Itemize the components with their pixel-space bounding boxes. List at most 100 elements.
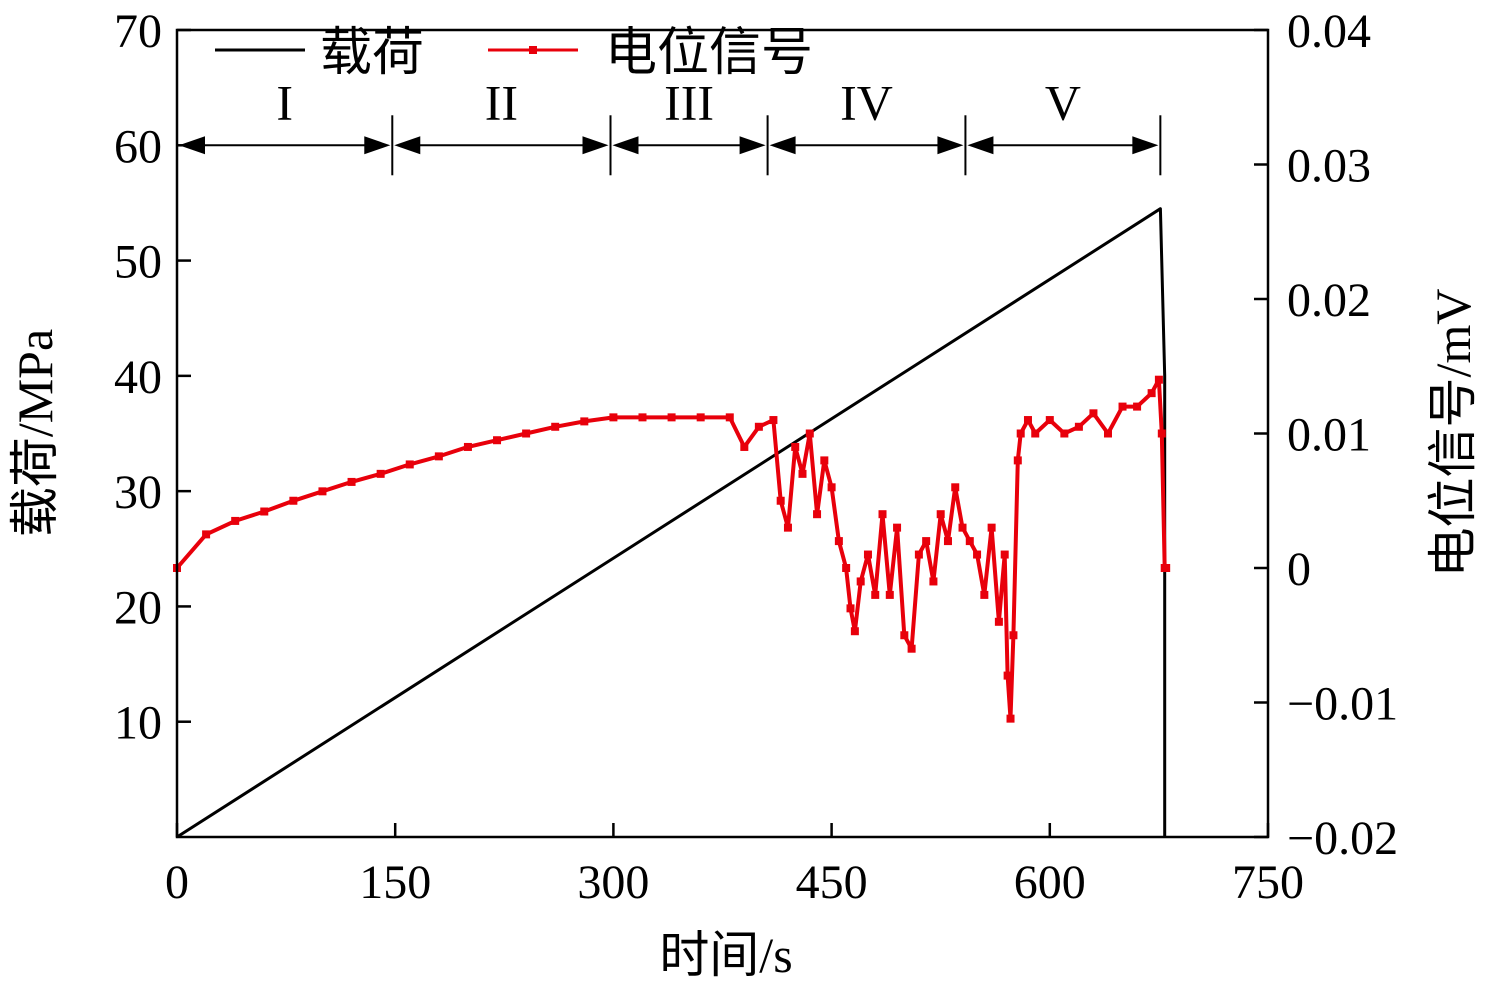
stage-arrowhead-right bbox=[937, 136, 964, 155]
signal-data-point bbox=[827, 483, 836, 492]
signal-data-point bbox=[914, 550, 923, 559]
signal-data-point bbox=[202, 530, 211, 539]
signal-data-point bbox=[987, 523, 996, 532]
signal-data-point bbox=[776, 496, 785, 505]
stage-arrowhead-right bbox=[364, 136, 391, 155]
signal-data-point bbox=[609, 413, 618, 422]
signal-data-point bbox=[1006, 714, 1015, 723]
x-tick-label: 750 bbox=[1232, 856, 1304, 909]
signal-data-point bbox=[893, 523, 902, 532]
signal-data-point bbox=[347, 477, 356, 486]
signal-data-point bbox=[900, 631, 909, 640]
signal-data-point bbox=[725, 413, 734, 422]
signal-data-point bbox=[1154, 375, 1163, 384]
signal-data-point bbox=[1031, 429, 1040, 438]
signal-data-point bbox=[850, 627, 859, 636]
signal-data-point bbox=[493, 436, 502, 445]
x-axis-title: 时间/s bbox=[659, 927, 792, 983]
stage-arrowhead-right bbox=[739, 136, 766, 155]
y2-tick-label: 0.04 bbox=[1287, 5, 1371, 58]
signal-data-point bbox=[1003, 671, 1012, 680]
signal-data-point bbox=[1045, 416, 1054, 425]
y2-tick-label: 0.02 bbox=[1287, 274, 1371, 327]
signal-data-point bbox=[871, 590, 880, 599]
stage-arrowhead-left bbox=[967, 136, 994, 155]
signal-data-point bbox=[1118, 402, 1127, 411]
y2-tick-label: 0.01 bbox=[1287, 409, 1371, 462]
y-axis-title: 载荷/MPa bbox=[7, 329, 63, 537]
signal-data-point bbox=[740, 442, 749, 451]
signal-data-point bbox=[798, 469, 807, 478]
signal-data-point bbox=[856, 577, 865, 586]
signal-data-point bbox=[289, 496, 298, 505]
signal-data-point bbox=[980, 590, 989, 599]
tick-labels: 0 150 300 450 600 750 10 20 30 40 50 60 70 −0.02 −0.01… bbox=[114, 5, 1398, 909]
x-tick-label: 0 bbox=[165, 856, 189, 909]
signal-data-point bbox=[994, 617, 1003, 626]
x-tick-label: 450 bbox=[796, 856, 868, 909]
y2-axis-title: 电位信号/mV bbox=[1425, 289, 1481, 578]
y2-tick-label: −0.01 bbox=[1287, 678, 1398, 731]
signal-data-point bbox=[791, 442, 800, 451]
signal-data-point bbox=[805, 429, 814, 438]
stage-label: I bbox=[276, 74, 293, 130]
signal-data-point bbox=[1089, 409, 1098, 418]
signal-data-point bbox=[463, 442, 472, 451]
signal-data-point bbox=[551, 422, 560, 431]
signal-data-point bbox=[813, 510, 822, 519]
signal-data-point bbox=[696, 413, 705, 422]
stage-label: IV bbox=[840, 74, 893, 130]
legend-marker-signal bbox=[529, 46, 537, 54]
signal-data-point bbox=[965, 537, 974, 546]
signal-data-point bbox=[878, 510, 887, 519]
signal-data-point bbox=[929, 577, 938, 586]
signal-data-point bbox=[943, 537, 952, 546]
signal-data-point bbox=[936, 510, 945, 519]
y-tick-label: 70 bbox=[114, 5, 162, 58]
signal-data-point bbox=[405, 460, 414, 469]
signal-data-point bbox=[1074, 422, 1083, 431]
stage-arrowhead-left bbox=[394, 136, 421, 155]
signal-data-point bbox=[842, 564, 851, 572]
stage-annotations: I II III IV V bbox=[179, 74, 1162, 176]
signal-data-point bbox=[922, 537, 931, 546]
y2-tick-label: 0.03 bbox=[1287, 140, 1371, 193]
signal-data-point bbox=[1133, 402, 1142, 411]
stage-arrowhead-right bbox=[1132, 136, 1159, 155]
signal-data-point bbox=[863, 550, 872, 559]
signal-data-point bbox=[907, 644, 916, 653]
signal-data-point bbox=[376, 469, 385, 478]
y-tick-label: 50 bbox=[114, 236, 162, 289]
signal-data-point bbox=[1157, 429, 1166, 438]
signal-data-point bbox=[769, 416, 778, 425]
stage-arrowhead-right bbox=[582, 136, 609, 155]
legend: 载荷 电位信号 bbox=[215, 25, 813, 82]
y-tick-label: 60 bbox=[114, 120, 162, 173]
signal-data-point bbox=[834, 537, 843, 546]
load-series-line bbox=[176, 207, 1167, 839]
stage-label: V bbox=[1045, 74, 1081, 130]
signal-data-point bbox=[951, 483, 960, 492]
signal-data-point bbox=[434, 452, 443, 461]
y-tick-label: 40 bbox=[114, 351, 162, 404]
y2-tick-label: −0.02 bbox=[1287, 812, 1398, 865]
x-tick-label: 150 bbox=[359, 856, 431, 909]
stage-arrowhead-left bbox=[612, 136, 639, 155]
signal-data-point bbox=[231, 516, 240, 525]
signal-data-point bbox=[754, 422, 763, 431]
y-tick-label: 10 bbox=[114, 697, 162, 750]
signal-data-point bbox=[260, 507, 269, 516]
signal-data-point bbox=[885, 590, 894, 599]
stage-label: II bbox=[485, 74, 518, 130]
signal-data-point bbox=[1013, 456, 1022, 465]
stage-label: III bbox=[664, 74, 714, 130]
signal-data-point bbox=[958, 523, 967, 532]
signal-data-point bbox=[522, 429, 531, 438]
signal-data-point bbox=[1000, 550, 1009, 559]
signal-data-point bbox=[667, 413, 676, 422]
stage-arrowhead-left bbox=[769, 136, 796, 155]
signal-data-point bbox=[820, 456, 829, 465]
signal-data-point bbox=[1016, 429, 1025, 438]
y-tick-label: 20 bbox=[114, 581, 162, 634]
